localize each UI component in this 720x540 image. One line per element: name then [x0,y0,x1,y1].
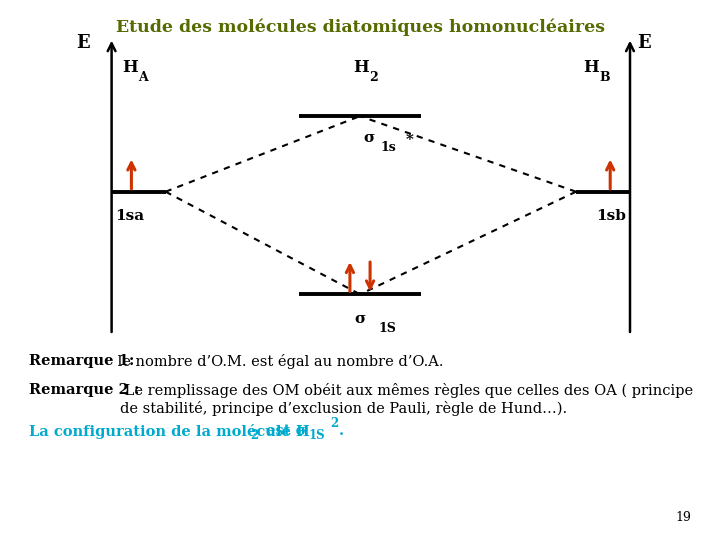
Text: le nombre d’O.M. est égal au nombre d’O.A.: le nombre d’O.M. est égal au nombre d’O.… [113,354,444,369]
Text: 2: 2 [330,417,338,430]
Text: A: A [138,71,148,84]
Text: E: E [638,34,651,52]
Text: 2: 2 [369,71,377,84]
Text: H: H [122,59,138,76]
Text: 19: 19 [675,511,691,524]
Text: Etude des molécules diatomiques homonucléaires: Etude des molécules diatomiques homonucl… [115,18,605,36]
Text: 1S: 1S [308,429,325,442]
Text: 1S: 1S [378,322,396,335]
Text: 1sa: 1sa [115,209,144,223]
Text: B: B [599,71,610,84]
Text: 2: 2 [251,429,258,442]
Text: H: H [583,59,599,76]
Text: 1s: 1s [380,141,396,154]
Text: Remarque 1:: Remarque 1: [29,354,134,368]
Text: 1sb: 1sb [597,209,626,223]
Text: *: * [405,133,413,147]
Text: Le remplissage des OM obéit aux mêmes règles que celles des OA ( principe
de sta: Le remplissage des OM obéit aux mêmes rè… [120,383,693,416]
Text: Remarque 2 :: Remarque 2 : [29,383,139,397]
Text: .: . [338,424,343,438]
Text: H: H [353,59,369,76]
Text: La configuration de la molécule H: La configuration de la molécule H [29,424,310,439]
Text: σ: σ [364,131,375,145]
Text: est σ: est σ [261,424,306,438]
Text: E: E [76,34,89,52]
Text: σ: σ [354,312,366,326]
